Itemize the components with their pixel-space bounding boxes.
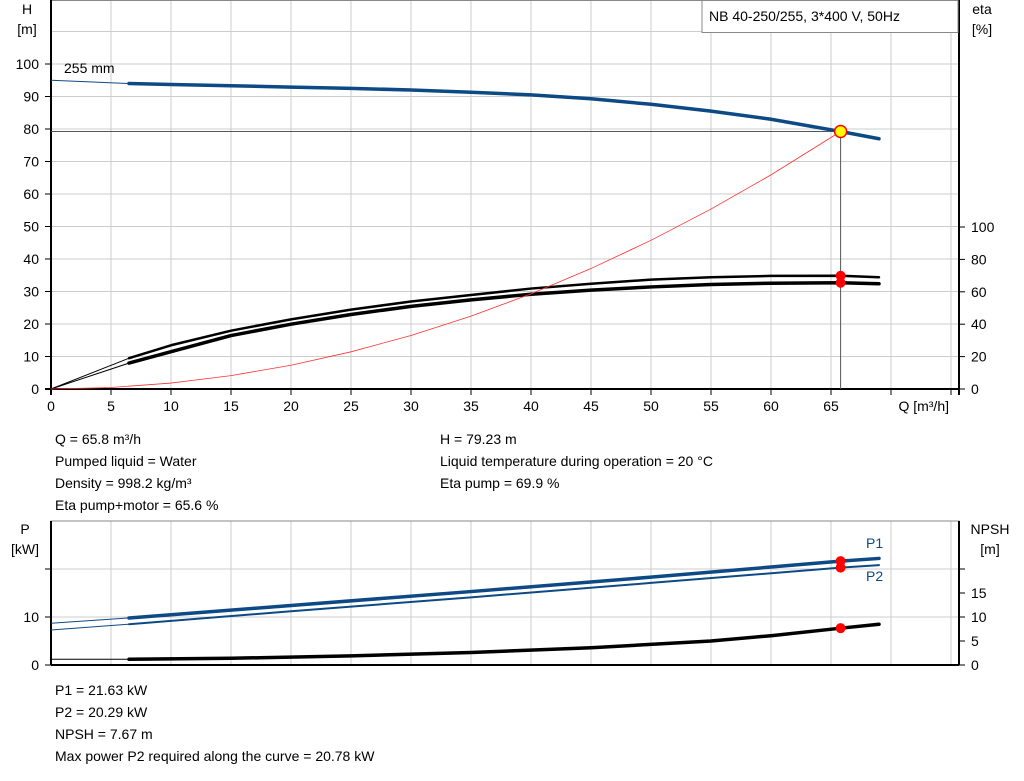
title-box: [701, 0, 959, 33]
eta-pump-curve-extension: [50, 357, 130, 390]
info-head: H = 79.23 m: [440, 431, 517, 447]
y2-axis-unit: [m]: [980, 541, 999, 557]
y2-tick-label: 15: [971, 585, 987, 601]
p1-curve-extension: [50, 617, 130, 624]
x-tick-label: 15: [223, 398, 239, 414]
x-tick-label: 35: [463, 398, 479, 414]
y-tick-label: 10: [23, 349, 39, 365]
duty-point-marker: [833, 124, 848, 139]
x-tick-label: 50: [643, 398, 659, 414]
head-curve-extension: [50, 79, 130, 84]
eta-pump-curve: [127, 274, 881, 360]
eta-pump-motor-curve: [127, 280, 881, 365]
x-tick-label: 30: [403, 398, 419, 414]
x-tick-label: 45: [583, 398, 599, 414]
info-density: Density = 998.2 kg/m³: [55, 475, 192, 491]
plot-frame: [50, 0, 960, 390]
y-tick-label: 60: [23, 186, 39, 202]
y-axis-label: P: [20, 521, 29, 537]
p2-marker: [835, 562, 846, 573]
p2-label: P2: [866, 568, 883, 584]
y2-tick-label: 20: [971, 349, 987, 365]
y-tick-label: 20: [23, 316, 39, 332]
eta-pump-motor-curve-extension: [50, 362, 130, 390]
p2-curve-extension: [50, 623, 130, 631]
info-p1: P1 = 21.63 kW: [55, 682, 148, 698]
y-tick-label: 0: [31, 657, 39, 673]
info-p2: P2 = 20.29 kW: [55, 704, 148, 720]
info-top-left: Q = 65.8 m³/h Pumped liquid = Water Dens…: [55, 428, 218, 516]
x-tick-label: 65: [823, 398, 839, 414]
y2-tick-label: 40: [971, 316, 987, 332]
x-tick-label: 25: [343, 398, 359, 414]
x-tick-label: 5: [107, 398, 115, 414]
y2-axis-unit: [%]: [972, 21, 992, 37]
y-tick-label: 70: [23, 154, 39, 170]
y-tick-label: 90: [23, 89, 39, 105]
y2-tick-label: 100: [971, 219, 995, 235]
y2-axis-label: eta: [972, 1, 992, 17]
p1-curve: [127, 556, 881, 620]
system-curve-curve: [50, 131, 841, 390]
head-curve: [127, 81, 881, 141]
info-top-right: H = 79.23 m Liquid temperature during op…: [440, 428, 713, 494]
y-tick-label: 40: [23, 251, 39, 267]
y-axis-unit: [m]: [17, 21, 36, 37]
y-tick-label: 0: [31, 381, 39, 397]
y-tick-label: 30: [23, 284, 39, 300]
eta-pump-marker: [835, 270, 846, 281]
p1-label: P1: [866, 535, 883, 551]
x-tick-label: 20: [283, 398, 299, 414]
y-tick-label: 50: [23, 219, 39, 235]
x-axis-label: Q [m³/h]: [898, 398, 949, 414]
info-bottom: P1 = 21.63 kW P2 = 20.29 kW NPSH = 7.67 …: [55, 679, 374, 767]
y-axis-unit: [kW]: [11, 541, 39, 557]
x-tick-label: 10: [163, 398, 179, 414]
p2-curve: [128, 564, 880, 626]
info-liquid: Pumped liquid = Water: [55, 453, 197, 469]
curve-label: 255 mm: [64, 60, 115, 76]
y-tick-label: 100: [16, 56, 40, 72]
power-npsh-chart: 0 10 0 5 10 15 P [kW] NPSH [m] P1 P2: [11, 520, 1010, 673]
x-tick-label: 40: [523, 398, 539, 414]
y2-axis-label: NPSH: [971, 521, 1010, 537]
info-flow: Q = 65.8 m³/h: [55, 431, 141, 447]
y-axis-label: H: [22, 1, 32, 17]
info-eta-pump: Eta pump = 69.9 %: [440, 475, 560, 491]
x-tick-label: 60: [763, 398, 779, 414]
y-tick-label: 80: [23, 121, 39, 137]
info-max-power: Max power P2 required along the curve = …: [55, 748, 375, 764]
eta-pump-motor-marker: [835, 277, 846, 288]
y2-tick-label: 5: [971, 633, 979, 649]
info-npsh: NPSH = 7.67 m: [55, 726, 153, 742]
info-temperature: Liquid temperature during operation = 20…: [440, 453, 713, 469]
head-efficiency-chart: 0 5 10 15 20 25 30 35 40 45 50 55 60 65 Q [m³/h] 0 10 20 3…: [16, 0, 995, 414]
npsh-curve: [127, 622, 881, 661]
y2-tick-label: 60: [971, 284, 987, 300]
y2-tick-label: 80: [971, 251, 987, 267]
plot-frame: [50, 520, 960, 666]
chart-title: NB 40-250/255, 3*400 V, 50Hz: [709, 8, 900, 24]
npsh-marker: [835, 623, 846, 634]
y2-tick-label: 0: [971, 381, 979, 397]
info-eta-pump-motor: Eta pump+motor = 65.6 %: [55, 497, 219, 513]
y2-tick-label: 0: [971, 657, 979, 673]
y-tick-label: 10: [23, 609, 39, 625]
y2-tick-label: 10: [971, 609, 987, 625]
x-tick-label: 0: [47, 398, 55, 414]
x-tick-label: 55: [703, 398, 719, 414]
